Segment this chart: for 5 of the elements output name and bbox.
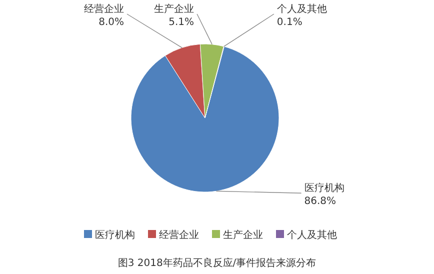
legend-label: 生产企业 (223, 229, 263, 241)
text: 图3 2018年药品不良反应/事件报告来源分布 (118, 257, 316, 269)
legend-label: 医疗机构 (95, 229, 135, 241)
legend-label: 经营企业 (159, 229, 199, 241)
legend-label: 个人及其他 (287, 229, 337, 241)
